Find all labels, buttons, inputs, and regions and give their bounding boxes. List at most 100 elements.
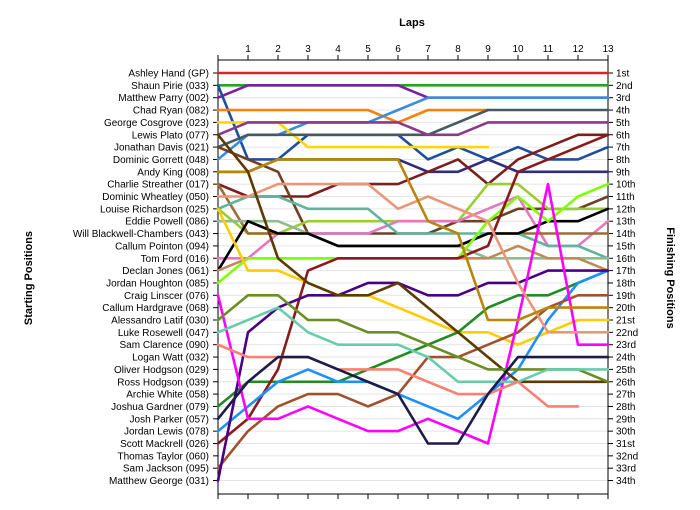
starting-position-label: Thomas Taylor (060) [117, 451, 209, 462]
x-tick-label: 2 [275, 44, 281, 55]
series-line [216, 182, 610, 445]
finishing-position-label: 26th [616, 377, 635, 388]
starting-position-label: Matthew Parry (002) [118, 93, 209, 104]
right-axis-title: Finishing Positions [664, 227, 676, 328]
finishing-position-label: 17th [616, 266, 635, 277]
top-axis-title: Laps [399, 17, 425, 29]
finishing-position-label: 10th [616, 180, 635, 191]
finishing-position-label: 24th [616, 353, 635, 364]
finishing-position-label: 8th [616, 155, 630, 166]
finishing-position-label: 19th [616, 291, 635, 302]
series-line [216, 195, 610, 260]
finishing-position-label: 13th [616, 217, 635, 228]
finishing-position-label: 5th [616, 118, 630, 129]
starting-position-labels: Ashley Hand (GP)Shaun Pirie (033)Matthew… [73, 69, 209, 488]
finishing-position-label: 12th [616, 204, 635, 215]
finishing-position-label: 16th [616, 254, 635, 265]
starting-position-label: Jordan Lewis (078) [124, 427, 209, 438]
starting-position-label: Will Blackwell-Chambers (043) [73, 229, 209, 240]
finishing-position-label: 20th [616, 303, 635, 314]
starting-position-label: Louise Richardson (025) [100, 204, 209, 215]
finishing-position-label: 11th [616, 192, 635, 203]
finishing-position-label: 33rd [616, 464, 636, 475]
starting-position-label: Lewis Plato (077) [132, 130, 209, 141]
x-tick-label: 8 [455, 44, 461, 55]
starting-position-label: Declan Jones (061) [122, 266, 209, 277]
left-axis-title: Starting Positions [23, 231, 35, 325]
finishing-position-label: 27th [616, 390, 635, 401]
x-tick-label: 12 [572, 44, 584, 55]
series-lines [216, 71, 610, 482]
finishing-position-label: 30th [616, 427, 635, 438]
starting-position-label: Joshua Gardner (079) [111, 402, 209, 413]
series-line [216, 293, 610, 384]
finishing-position-label: 28th [616, 402, 635, 413]
finishing-position-label: 31st [616, 439, 635, 450]
starting-position-label: Andy King (008) [137, 167, 209, 178]
series-line [216, 133, 610, 384]
series-line [216, 108, 610, 149]
x-tick-label: 13 [602, 44, 614, 55]
starting-position-label: Callum Pointon (094) [115, 241, 209, 252]
starting-position-label: Tom Ford (016) [141, 254, 209, 265]
finishing-position-label: 23rd [616, 340, 636, 351]
series-line [216, 182, 610, 334]
starting-position-label: Sam Jackson (095) [123, 464, 209, 475]
x-tick-label: 6 [395, 44, 401, 55]
starting-position-label: Scott Mackrell (026) [120, 439, 209, 450]
series-line [216, 96, 610, 161]
starting-position-label: Jordan Houghton (085) [106, 278, 209, 289]
starting-position-label: Ashley Hand (GP) [128, 69, 209, 80]
finishing-position-label: 22nd [616, 328, 638, 339]
finishing-position-label: 14th [616, 229, 635, 240]
series-line [216, 343, 580, 408]
finishing-position-label: 4th [616, 106, 630, 117]
series-line [216, 355, 610, 445]
starting-position-label: Alessandro Latif (030) [111, 316, 209, 327]
series-line [216, 195, 610, 260]
starting-position-label: Josh Parker (057) [130, 414, 209, 425]
finishing-position-label: 21st [616, 316, 635, 327]
starting-position-label: Dominic Gorrett (048) [113, 155, 209, 166]
starting-position-label: Sam Clarence (090) [120, 340, 209, 351]
starting-position-label: Craig Linscer (076) [124, 291, 209, 302]
series-line [216, 306, 610, 384]
starting-position-label: Jonathan Davis (021) [114, 143, 209, 154]
starting-position-label: Eddie Powell (086) [125, 217, 209, 228]
finishing-position-label: 3rd [616, 93, 630, 104]
starting-position-label: George Cosgrove (023) [104, 118, 209, 129]
series-line [216, 269, 610, 482]
series-line [216, 207, 610, 272]
starting-position-label: Shaun Pirie (033) [131, 81, 209, 92]
finishing-position-label: 29th [616, 414, 635, 425]
starting-position-label: Charlie Streather (017) [107, 180, 209, 191]
series-line [216, 84, 610, 99]
finishing-position-label: 25th [616, 365, 635, 376]
x-tick-label: 11 [543, 44, 554, 55]
x-tick-label: 4 [335, 44, 341, 55]
starting-position-label: Callum Hardgrave (068) [102, 303, 209, 314]
starting-position-label: Logan Watt (032) [132, 353, 209, 364]
starting-position-label: Oliver Hodgson (029) [114, 365, 209, 376]
x-axis-ticks: 1 2 3 4 5 6 7 8 9 10 11 12 13 [245, 44, 614, 55]
x-tick-label: 7 [425, 44, 431, 55]
starting-position-label: Chad Ryan (082) [133, 106, 209, 117]
starting-position-label: Ross Hodgson (039) [117, 377, 209, 388]
finishing-position-label: 18th [616, 278, 635, 289]
finishing-position-label: 6th [616, 130, 630, 141]
x-tick-label: 3 [305, 44, 311, 55]
finishing-position-label: 34th [616, 476, 635, 487]
finishing-position-label: 32nd [616, 451, 638, 462]
x-tick-label: 1 [245, 44, 251, 55]
x-tick-label: 10 [512, 44, 524, 55]
series-line [216, 133, 610, 445]
series-line [216, 269, 610, 433]
series-line [216, 133, 610, 198]
finishing-position-label: 1st [616, 69, 630, 80]
finishing-position-label: 2nd [616, 81, 633, 92]
starting-position-label: Dominic Wheatley (050) [102, 192, 209, 203]
finishing-position-label: 9th [616, 167, 630, 178]
starting-position-label: Archie White (058) [126, 390, 209, 401]
